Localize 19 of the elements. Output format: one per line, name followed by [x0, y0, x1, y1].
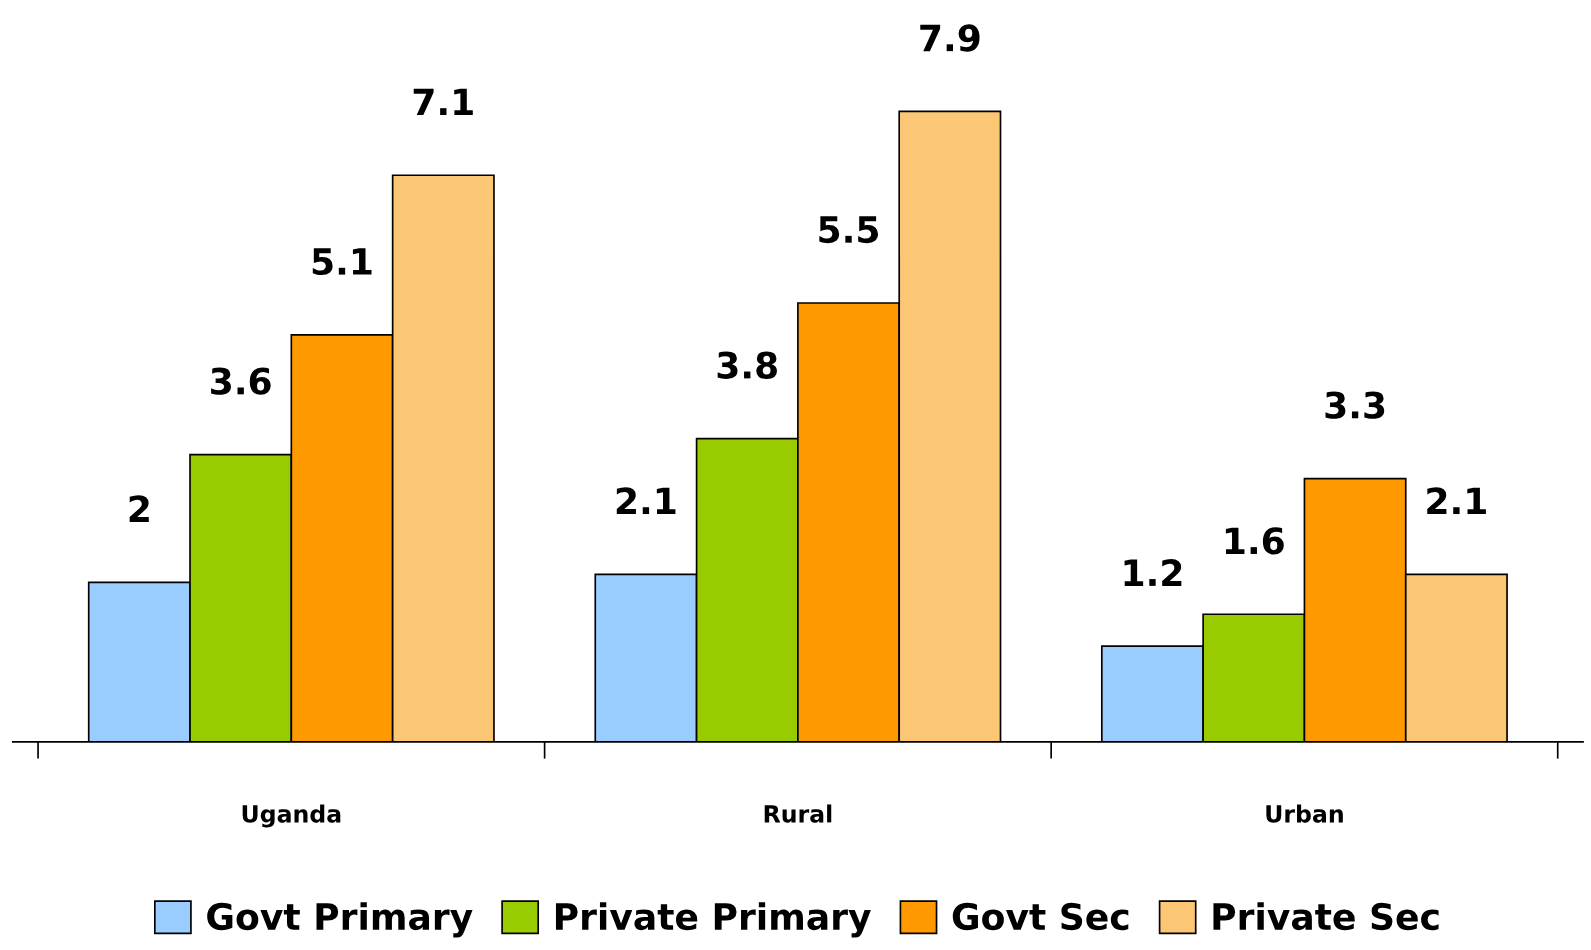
x-tick-label: Urban: [1266, 804, 1343, 823]
data-label: 1.6: [1225, 527, 1284, 555]
legend-label: Private Primary: [555, 902, 871, 938]
data-label: 5.1: [312, 248, 372, 276]
data-label: 5.5: [819, 216, 879, 244]
data-label: 3.6: [211, 367, 271, 395]
x-tick-label: Uganda: [242, 804, 341, 828]
legend-label: Private Sec: [1213, 902, 1439, 931]
legend-label: Govt Primary: [207, 902, 473, 938]
data-label: 2.1: [616, 487, 676, 515]
data-label: 2.1: [1427, 487, 1486, 515]
data-label: 3.8: [717, 351, 777, 379]
data-label: 7.9: [920, 24, 980, 52]
data-label: 1.2: [1124, 559, 1182, 586]
x-tick-label: Rural: [764, 804, 832, 823]
data-label: 7.1: [413, 88, 473, 115]
data-label: 3.3: [1325, 391, 1385, 419]
data-label: 2: [129, 495, 149, 523]
legend-label: Govt Sec: [952, 902, 1129, 931]
